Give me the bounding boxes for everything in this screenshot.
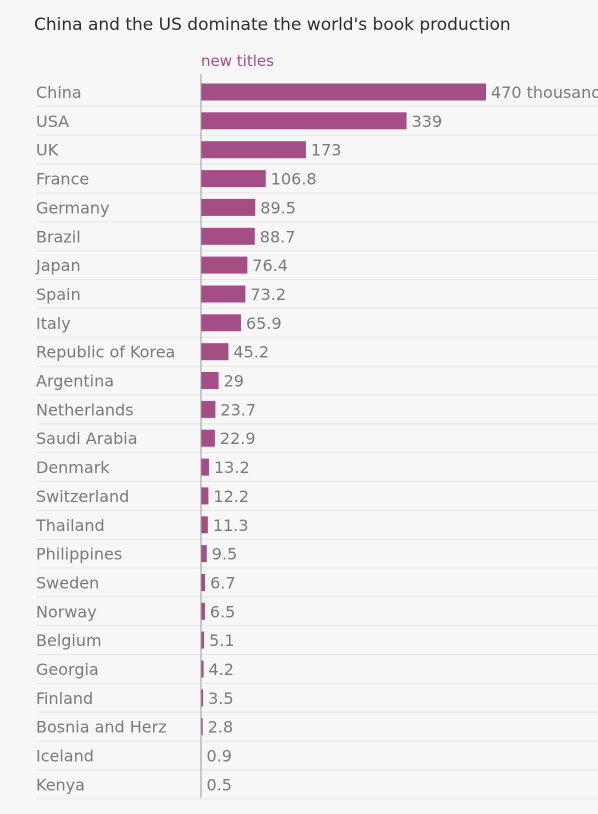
value-label: 0.9 <box>207 747 232 766</box>
category-label: Japan <box>35 256 81 275</box>
bar <box>201 689 204 707</box>
bar <box>201 631 205 649</box>
category-label: China <box>36 83 82 102</box>
category-label: Belgium <box>36 631 102 650</box>
category-label: Bosnia and Herz <box>36 718 167 737</box>
value-label: 4.2 <box>209 660 234 679</box>
value-label: 106.8 <box>271 170 317 189</box>
value-label: 76.4 <box>252 256 288 275</box>
value-label: 0.5 <box>207 775 232 794</box>
category-label: Germany <box>36 198 110 217</box>
category-label: Netherlands <box>36 400 134 419</box>
category-label: Thailand <box>35 516 105 535</box>
bar <box>201 429 215 447</box>
value-label: 89.5 <box>260 198 296 217</box>
bar <box>201 170 266 188</box>
chart-title: China and the US dominate the world's bo… <box>34 15 511 35</box>
category-label: Kenya <box>36 775 85 794</box>
bar <box>201 256 248 274</box>
bar <box>201 516 208 534</box>
value-label: 29 <box>224 372 244 391</box>
value-label: 470 thousand <box>491 83 598 102</box>
bar <box>201 372 219 389</box>
category-label: France <box>36 170 89 189</box>
bar <box>201 141 306 159</box>
bar <box>201 545 207 563</box>
bar <box>201 660 204 678</box>
category-label: Iceland <box>36 747 94 766</box>
value-label: 88.7 <box>260 227 296 246</box>
value-label: 13.2 <box>214 458 250 477</box>
value-labels: 470 thousand 339 173 106.8 89.5 88.7 76.4 73.2 6… <box>207 83 598 794</box>
category-label: UK <box>36 141 59 160</box>
category-label: Georgia <box>36 660 99 679</box>
category-label: Switzerland <box>36 487 129 506</box>
category-label: Italy <box>36 314 71 333</box>
bar <box>201 314 241 332</box>
category-label: Philippines <box>36 545 122 564</box>
category-label: Finland <box>36 689 93 708</box>
value-label: 5.1 <box>209 631 234 650</box>
value-label: 3.5 <box>208 689 233 708</box>
category-label: USA <box>36 112 69 131</box>
value-label: 22.9 <box>220 429 256 448</box>
category-label: Brazil <box>36 227 81 246</box>
value-label: 6.7 <box>210 574 235 593</box>
value-label: 11.3 <box>213 516 249 535</box>
category-label: Saudi Arabia <box>36 429 138 448</box>
value-label: 45.2 <box>233 343 269 362</box>
bar <box>201 343 229 361</box>
category-labels: China USA UK France Germany Brazil Japan Spain I… <box>35 83 175 794</box>
bars <box>201 83 486 793</box>
value-label: 9.5 <box>212 545 237 564</box>
category-label: Spain <box>36 285 81 304</box>
bar <box>201 487 209 505</box>
bar <box>201 198 256 216</box>
bar <box>201 458 209 476</box>
category-label: Norway <box>36 602 97 621</box>
value-label: 173 <box>311 141 342 160</box>
value-label: 12.2 <box>213 487 249 506</box>
value-label: 65.9 <box>246 314 282 333</box>
gridlines <box>36 105 598 800</box>
bar <box>201 227 255 245</box>
value-label: 2.8 <box>208 718 233 737</box>
bar <box>201 400 216 418</box>
bar <box>201 112 407 130</box>
category-label: Sweden <box>36 574 99 593</box>
value-label: 6.5 <box>210 602 235 621</box>
bar <box>201 574 206 591</box>
value-label: 73.2 <box>250 285 286 304</box>
category-label: Denmark <box>36 458 110 477</box>
bar <box>201 83 486 101</box>
value-label: 339 <box>412 112 443 131</box>
bar <box>201 602 205 620</box>
chart-subtitle: new titles <box>201 52 274 70</box>
category-label: Argentina <box>36 372 114 391</box>
bar <box>201 285 246 303</box>
category-label: Republic of Korea <box>36 343 175 362</box>
bar <box>201 718 203 736</box>
value-label: 23.7 <box>220 400 256 419</box>
